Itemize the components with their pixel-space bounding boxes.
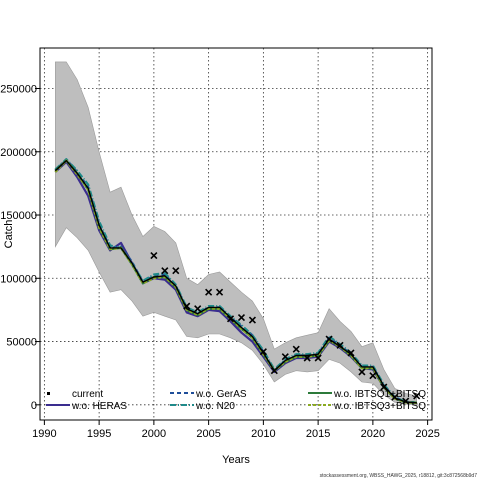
legend-label-geras: w.o. GerAS xyxy=(195,389,247,400)
legend-label-n20: w.o. N20 xyxy=(195,401,235,412)
observed-point-2006 xyxy=(216,288,224,296)
y-tick-label-0: 0 xyxy=(31,400,37,412)
confidence-band xyxy=(55,61,417,406)
observed-point-2007 xyxy=(226,315,235,323)
observed-point-2018 xyxy=(347,349,355,357)
observed-point-2022 xyxy=(391,393,399,401)
observed-point-2021 xyxy=(380,383,388,391)
legend-item-heras: w.o. HERAS xyxy=(46,401,127,412)
y-tick-label-1: 50000 xyxy=(6,337,37,349)
y-tick-label-4: 200000 xyxy=(0,147,37,159)
y-axis-title: Catch xyxy=(3,220,15,249)
observed-point-2017 xyxy=(336,341,344,349)
y-tick-label-2: 100000 xyxy=(0,273,37,285)
legend-label-ibtsq: w.o. IBTSQ1+BITSQ xyxy=(333,389,426,400)
observed-point-2003 xyxy=(183,302,191,310)
observed-point-2000 xyxy=(150,251,158,260)
legend-label-heras: w.o. HERAS xyxy=(71,401,127,412)
y-tick-label-5: 250000 xyxy=(0,83,37,95)
observed-catch-layer xyxy=(150,251,421,405)
series-line-n20 xyxy=(54,158,417,404)
observed-point-2010 xyxy=(259,348,267,356)
observed-point-2001 xyxy=(161,267,169,275)
x-tick-label-3: 2005 xyxy=(196,428,220,440)
plot-frame xyxy=(39,47,433,421)
observed-point-2016 xyxy=(325,335,333,343)
observed-point-2011 xyxy=(270,367,278,375)
observed-point-2005 xyxy=(205,288,213,296)
observed-point-2024 xyxy=(413,392,421,400)
observed-point-2014 xyxy=(303,354,311,362)
legend-item-current: current xyxy=(47,389,103,400)
observed-point-2019 xyxy=(358,368,366,376)
legend-item-geras: w.o. GerAS xyxy=(170,389,247,400)
legend-label-ibtsq3: w.o. IBTSQ3+BITSQ xyxy=(333,401,426,412)
x-tick-label-2: 2000 xyxy=(142,428,166,440)
x-tick-label-4: 2010 xyxy=(251,428,275,440)
confidence-band-layer xyxy=(55,61,417,406)
observed-point-2020 xyxy=(369,372,377,380)
series-line-current xyxy=(54,159,417,404)
x-tick-label-5: 2015 xyxy=(306,428,330,440)
observed-point-2004 xyxy=(194,305,202,313)
legend-item-ibtsq3: w.o. IBTSQ3+BITSQ xyxy=(308,401,426,412)
series-layer xyxy=(54,158,417,404)
axes: 1990 1995 2000 2005 2010 2015 2020 2025 0 50000 10… xyxy=(0,83,440,440)
observed-point-2013 xyxy=(292,345,300,353)
observed-point-2002 xyxy=(172,267,180,275)
observed-point-2015 xyxy=(314,354,322,362)
x-tick-label-6: 2020 xyxy=(361,428,385,440)
observed-point-2008 xyxy=(237,313,246,322)
legend-item-n20: w.o. N20 xyxy=(170,401,235,412)
y-tick-label-3: 150000 xyxy=(0,210,37,222)
observed-point-2012 xyxy=(281,353,289,361)
x-tick-label-1: 1995 xyxy=(87,428,111,440)
observed-point-2023 xyxy=(402,397,410,405)
observed-point-2009 xyxy=(248,316,256,324)
x-axis-title: Years xyxy=(222,454,250,466)
legend-item-ibtsq: w.o. IBTSQ1+BITSQ xyxy=(308,389,426,400)
x-tick-label-7: 2025 xyxy=(415,428,439,440)
footnote: stockassessment.org, WBSS_HAWG_2025, r18… xyxy=(320,473,478,479)
legend-label-current: current xyxy=(72,389,103,400)
x-tick-label-0: 1990 xyxy=(32,428,56,440)
